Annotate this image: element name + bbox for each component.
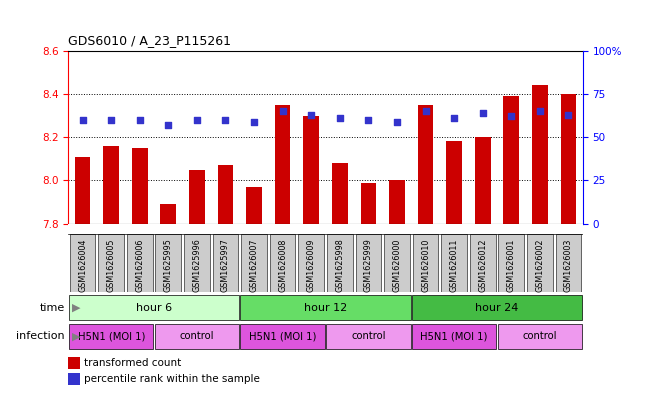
Bar xyxy=(503,96,519,224)
FancyBboxPatch shape xyxy=(70,234,96,292)
Text: GSM1626011: GSM1626011 xyxy=(450,239,458,292)
FancyBboxPatch shape xyxy=(327,234,353,292)
Text: control: control xyxy=(180,331,214,342)
Text: H5N1 (MOI 1): H5N1 (MOI 1) xyxy=(249,331,316,342)
Text: hour 6: hour 6 xyxy=(136,303,172,313)
Point xyxy=(220,117,230,123)
Text: GSM1625996: GSM1625996 xyxy=(193,239,201,292)
Point xyxy=(306,112,316,118)
FancyBboxPatch shape xyxy=(470,234,495,292)
Text: GSM1626010: GSM1626010 xyxy=(421,239,430,292)
FancyBboxPatch shape xyxy=(69,324,154,349)
Point xyxy=(277,108,288,114)
Text: hour 12: hour 12 xyxy=(304,303,347,313)
Text: GSM1626000: GSM1626000 xyxy=(393,239,402,292)
Text: GDS6010 / A_23_P115261: GDS6010 / A_23_P115261 xyxy=(68,34,231,47)
Bar xyxy=(246,187,262,224)
FancyBboxPatch shape xyxy=(213,234,238,292)
FancyBboxPatch shape xyxy=(240,296,411,320)
FancyBboxPatch shape xyxy=(497,324,582,349)
Text: GSM1626004: GSM1626004 xyxy=(78,239,87,292)
Text: control: control xyxy=(351,331,385,342)
FancyBboxPatch shape xyxy=(499,234,524,292)
FancyBboxPatch shape xyxy=(326,324,411,349)
Text: GSM1626003: GSM1626003 xyxy=(564,239,573,292)
Point xyxy=(135,117,145,123)
Bar xyxy=(275,105,290,224)
Text: control: control xyxy=(523,331,557,342)
Point xyxy=(106,117,117,123)
Bar xyxy=(475,137,490,224)
Point xyxy=(421,108,431,114)
Point xyxy=(563,112,574,118)
Bar xyxy=(217,165,233,224)
Text: percentile rank within the sample: percentile rank within the sample xyxy=(84,375,260,384)
Point xyxy=(506,113,516,119)
Point xyxy=(191,117,202,123)
Text: H5N1 (MOI 1): H5N1 (MOI 1) xyxy=(421,331,488,342)
FancyBboxPatch shape xyxy=(155,324,239,349)
Text: transformed count: transformed count xyxy=(84,358,181,367)
Text: GSM1626008: GSM1626008 xyxy=(278,239,287,292)
Bar xyxy=(332,163,348,224)
Bar xyxy=(104,146,119,224)
Text: GSM1626005: GSM1626005 xyxy=(107,239,116,292)
Point xyxy=(477,110,488,116)
Bar xyxy=(446,141,462,224)
Point xyxy=(534,108,545,114)
FancyBboxPatch shape xyxy=(441,234,467,292)
Text: ▶: ▶ xyxy=(65,303,81,313)
FancyBboxPatch shape xyxy=(384,234,409,292)
Bar xyxy=(561,94,576,224)
Text: GSM1626009: GSM1626009 xyxy=(307,239,316,292)
FancyBboxPatch shape xyxy=(98,234,124,292)
FancyBboxPatch shape xyxy=(242,234,267,292)
FancyBboxPatch shape xyxy=(527,234,553,292)
Text: GSM1626006: GSM1626006 xyxy=(135,239,145,292)
Text: GSM1625995: GSM1625995 xyxy=(164,239,173,292)
Point xyxy=(335,115,345,121)
Text: infection: infection xyxy=(16,331,65,342)
FancyBboxPatch shape xyxy=(127,234,152,292)
Text: GSM1626007: GSM1626007 xyxy=(249,239,258,292)
Text: GSM1626012: GSM1626012 xyxy=(478,239,487,292)
FancyBboxPatch shape xyxy=(412,296,582,320)
Point xyxy=(249,118,259,125)
Text: hour 24: hour 24 xyxy=(475,303,519,313)
Bar xyxy=(418,105,434,224)
Text: time: time xyxy=(40,303,65,313)
Point xyxy=(392,118,402,125)
Point xyxy=(449,115,459,121)
Bar xyxy=(132,148,148,224)
FancyBboxPatch shape xyxy=(184,234,210,292)
Point xyxy=(163,122,174,128)
Bar xyxy=(389,180,405,224)
Point xyxy=(77,117,88,123)
Text: GSM1625997: GSM1625997 xyxy=(221,239,230,292)
FancyBboxPatch shape xyxy=(298,234,324,292)
Bar xyxy=(361,182,376,224)
FancyBboxPatch shape xyxy=(69,296,239,320)
Bar xyxy=(161,204,176,224)
Text: GSM1625999: GSM1625999 xyxy=(364,239,373,292)
FancyBboxPatch shape xyxy=(355,234,381,292)
Text: GSM1626002: GSM1626002 xyxy=(535,239,544,292)
Bar xyxy=(303,116,319,224)
Bar xyxy=(68,373,79,385)
Bar xyxy=(189,169,205,224)
FancyBboxPatch shape xyxy=(412,324,496,349)
FancyBboxPatch shape xyxy=(270,234,296,292)
Text: ▶: ▶ xyxy=(65,331,81,342)
FancyBboxPatch shape xyxy=(156,234,181,292)
Bar xyxy=(68,356,79,369)
Point xyxy=(363,117,374,123)
Bar xyxy=(75,157,90,224)
Text: GSM1625998: GSM1625998 xyxy=(335,239,344,292)
FancyBboxPatch shape xyxy=(555,234,581,292)
Text: GSM1626001: GSM1626001 xyxy=(506,239,516,292)
FancyBboxPatch shape xyxy=(240,324,325,349)
Text: H5N1 (MOI 1): H5N1 (MOI 1) xyxy=(77,331,145,342)
Bar xyxy=(532,85,547,224)
FancyBboxPatch shape xyxy=(413,234,438,292)
